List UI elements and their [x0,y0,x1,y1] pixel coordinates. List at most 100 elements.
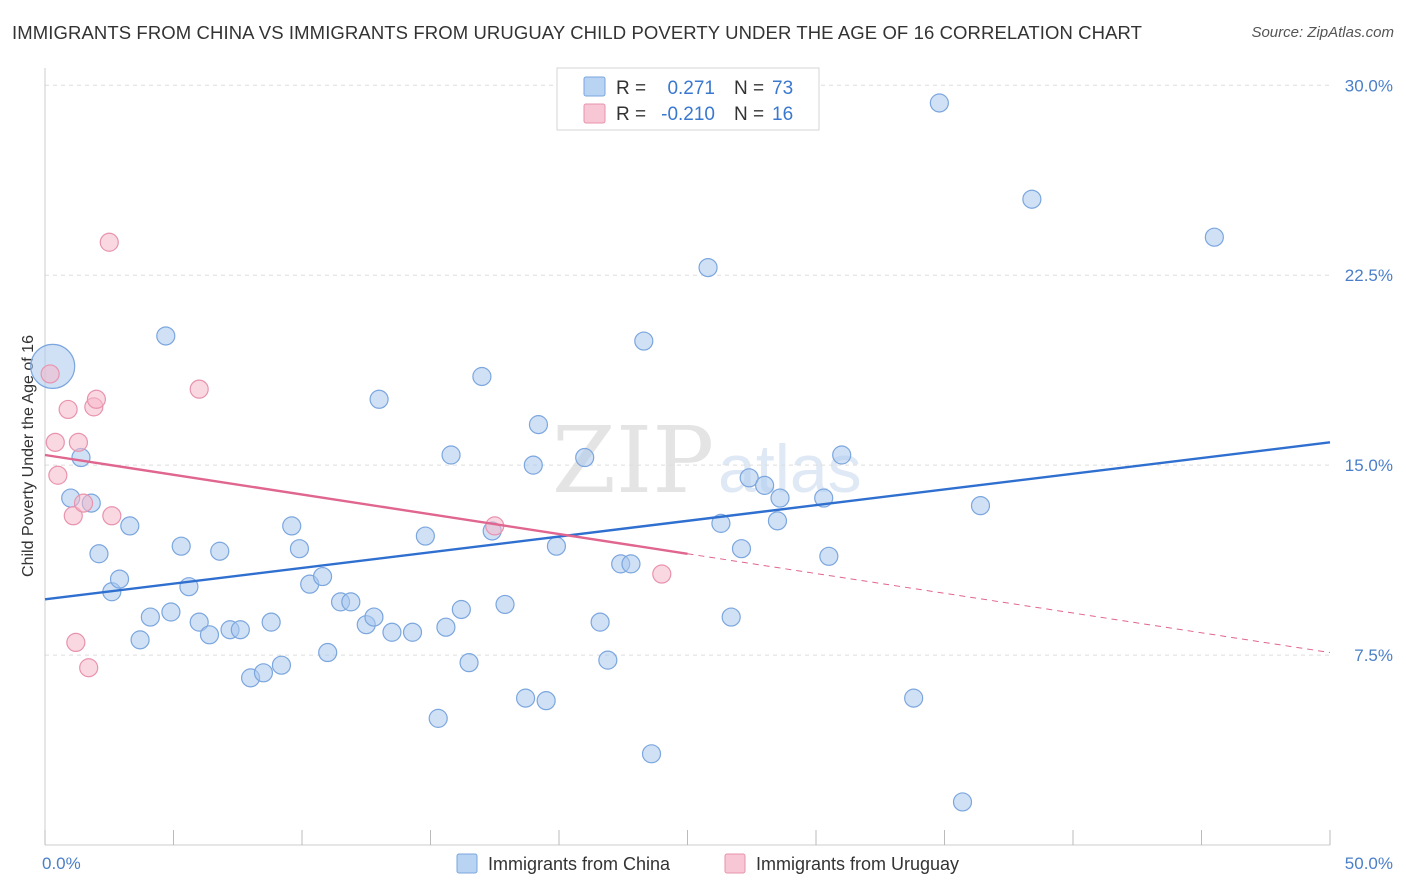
china-point [341,592,361,612]
y-tick-label: 30.0% [1345,76,1393,95]
china-point [289,539,310,559]
china-point [282,516,302,536]
china-point [253,663,274,683]
china-point [634,331,654,351]
y-tick-label: 15.0% [1345,456,1393,475]
uruguay-point [73,493,94,513]
legend-box: R = 0.271 N = 73 R = -0.210 N = 16 [556,67,820,131]
china-point [528,415,549,435]
china-trend-line [44,441,1331,601]
bottom-legend-swatch-uruguay [724,853,746,874]
uruguay-point [79,658,99,678]
china-point [523,455,543,475]
china-point [1022,189,1042,209]
y-tick-label: 22.5% [1345,266,1393,285]
legend-r-value-china: 0.271 [667,78,715,99]
china-point [89,544,109,564]
china-point [428,708,448,728]
uruguay-point [102,506,122,526]
watermark-atlas: atlas [718,431,862,507]
china-point [171,536,191,556]
china-point [441,445,461,465]
y-axis-label: Child Poverty Under the Age of 16 [20,335,37,577]
china-point [459,653,479,673]
bottom-legend-swatch-china [456,853,478,874]
x-axis-ticks [44,830,1331,845]
china-point [1204,227,1224,247]
china-point [156,326,176,346]
source-label: Source: ZipAtlas.com [1251,24,1394,41]
x-tick-label-min: 0.0% [42,854,81,873]
uruguay-point [40,364,60,384]
china-point [590,612,610,632]
uruguay-point [45,432,65,452]
uruguay-trend-extension [687,553,1331,654]
china-point [318,642,338,663]
uruguay-point [189,379,209,399]
china-point [754,475,775,495]
china-point [210,541,230,561]
china-point [770,488,790,508]
uruguay-point [48,465,68,485]
chart-title: IMMIGRANTS FROM CHINA VS IMMIGRANTS FROM… [12,22,1143,43]
y-tick-labels: 7.5% 15.0% 22.5% 30.0% [1345,76,1393,665]
uruguay-points [40,232,672,678]
china-point [711,513,731,533]
china-point [970,496,991,516]
uruguay-point [66,632,86,653]
legend-n-value-china: 73 [772,78,793,99]
china-point [739,468,759,488]
china-point [382,622,402,642]
china-point [189,612,209,632]
china-point [904,688,924,708]
uruguay-point [99,232,119,252]
china-point [536,691,556,711]
china-point [819,546,839,566]
china-point [451,599,471,620]
china-point [364,607,384,627]
legend-swatch-china [583,76,606,97]
china-point [261,612,281,632]
china-point [271,655,292,675]
legend-n-value-uruguay: 16 [772,104,793,125]
legend-n-label-china: N = [734,78,764,99]
x-tick-label-max: 50.0% [1345,854,1393,873]
legend-r-label-china: R = [616,78,646,99]
china-point [109,569,130,589]
china-point [230,620,250,640]
china-point [641,744,662,764]
china-point [929,93,949,113]
china-point [369,389,389,409]
china-point [575,447,595,468]
uruguay-point [58,399,78,420]
legend-r-label-uruguay: R = [616,104,646,125]
china-point [436,617,456,637]
china-point [140,607,160,627]
china-point [698,257,718,278]
china-point [161,602,181,622]
trend-lines [44,441,1331,654]
china-point [130,630,150,650]
legend-swatch-uruguay [583,103,606,124]
china-point [546,536,567,556]
legend-n-label-uruguay: N = [734,104,764,125]
y-tick-label: 7.5% [1354,646,1393,665]
uruguay-trend-line [44,453,688,555]
china-point [952,792,973,812]
china-point [832,445,852,465]
gridlines [45,84,1330,656]
china-point [402,622,423,642]
china-point [721,607,741,627]
china-point [767,511,788,531]
uruguay-point [652,564,672,584]
uruguay-point [68,432,89,452]
bottom-legend: Immigrants from China Immigrants from Ur… [456,853,959,874]
uruguay-point [63,506,83,526]
bottom-legend-label-china: Immigrants from China [488,854,671,874]
china-point [415,526,435,546]
china-point [199,625,220,645]
china-point [312,566,333,587]
china-point [515,688,536,708]
china-point [472,366,492,387]
